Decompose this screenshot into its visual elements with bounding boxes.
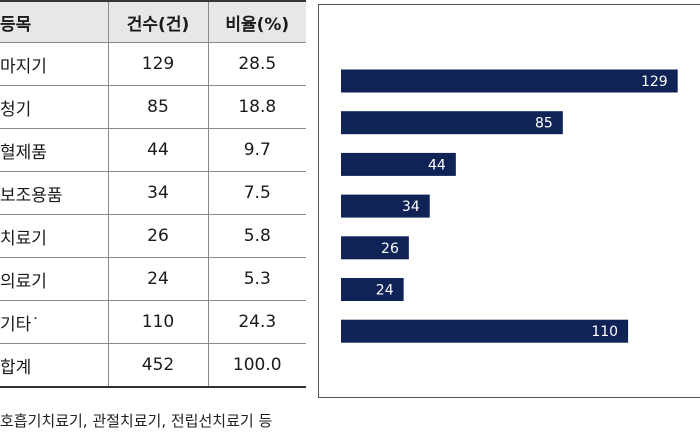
row-ratio: 24.3 [207,300,306,344]
bar-기타˙ [341,319,629,343]
total-ratio: 100.0 [207,343,306,388]
row-ratio: 28.5 [207,42,306,86]
bar-혈제품 [341,152,456,176]
bar-value-label: 110 [591,324,618,340]
row-ratio: 9.7 [207,128,306,172]
stats-table: 등목 건수(건) 비율(%) 마지기 129 28.5 청기 85 18.8 혈… [0,0,306,388]
row-ratio: 5.8 [207,214,306,258]
row-item: 의료기 [0,257,108,301]
bar-chart: 129 85 44 34 26 24 110 [341,69,678,343]
table-row: 기타˙ 110 24.3 [0,300,306,344]
bar-value-label: 85 [535,116,553,132]
row-item: 기타˙ [0,300,108,344]
bar-value-label: 34 [402,199,420,215]
row-item: 치료기 [0,214,108,258]
row-count: 85 [107,85,208,129]
header-count: 건수(건) [107,0,208,43]
row-count: 44 [107,128,208,172]
row-count: 129 [107,42,208,86]
row-count: 110 [107,300,208,344]
bar-value-label: 26 [381,241,399,257]
header-item: 등목 [0,0,108,43]
row-count: 34 [107,171,208,215]
bar-마지기 [341,69,678,93]
total-count: 452 [107,343,208,388]
bar-보조용품 [341,194,430,218]
row-ratio: 5.3 [207,257,306,301]
row-item: 청기 [0,85,108,129]
row-item: 보조용품 [0,171,108,215]
table-row: 치료기 26 5.8 [0,214,306,258]
bar-chart-frame: 129 85 44 34 26 24 110 [318,4,700,398]
row-ratio: 18.8 [207,85,306,129]
total-item: 합계 [0,343,108,388]
row-item: 마지기 [0,42,108,86]
bar-청기 [341,111,563,135]
table-row: 마지기 129 28.5 [0,42,306,86]
footnote: 호흡기치료기, 관절치료기, 전립선치료기 등 [0,412,273,430]
bar-value-label: 44 [428,157,446,173]
table-row: 청기 85 18.8 [0,85,306,129]
header-ratio: 비율(%) [207,0,306,43]
table-row: 혈제품 44 9.7 [0,128,306,172]
bar-의료기 [341,278,404,301]
bar-치료기 [341,236,409,260]
bar-value-label: 24 [376,283,394,299]
table-header-row: 등목 건수(건) 비율(%) [0,0,306,43]
table-total-row: 합계 452 100.0 [0,343,306,388]
bar-value-label: 129 [641,74,668,90]
table-row: 의료기 24 5.3 [0,257,306,301]
table-row: 보조용품 34 7.5 [0,171,306,215]
row-count: 26 [107,214,208,258]
row-count: 24 [107,257,208,301]
stats-table-container: 등목 건수(건) 비율(%) 마지기 129 28.5 청기 85 18.8 혈… [0,0,306,388]
row-item: 혈제품 [0,128,108,172]
row-ratio: 7.5 [207,171,306,215]
